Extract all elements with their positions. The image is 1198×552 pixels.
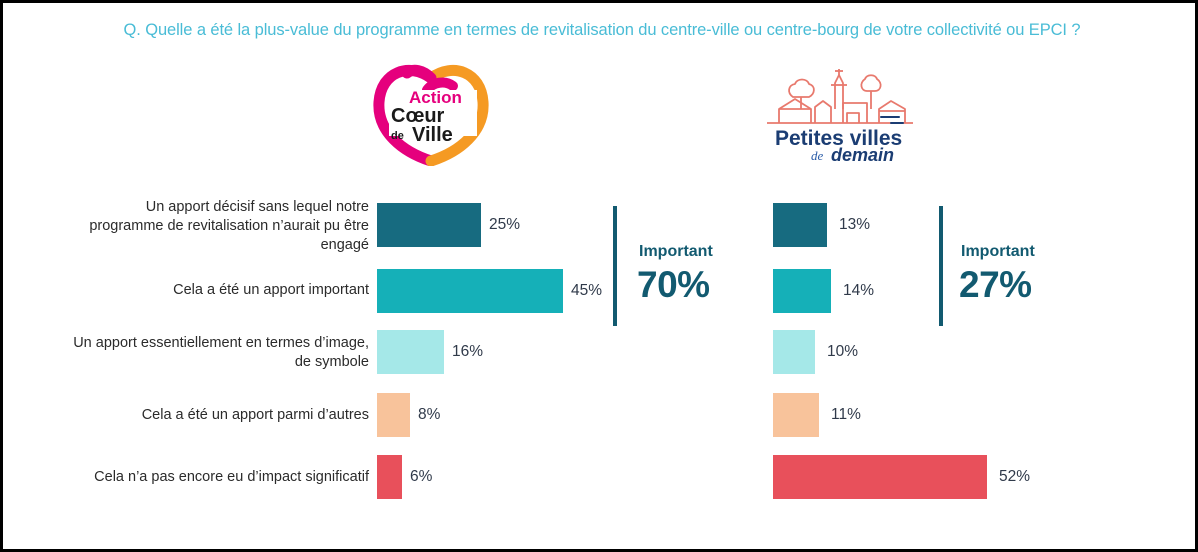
bar-right-4 [773,455,987,499]
bar-left-1 [377,269,563,313]
callout-rule-left [613,206,617,326]
page-title: Q. Quelle a été la plus-value du program… [123,21,1081,39]
bar-value-left-1: 45% [571,282,603,299]
bar-value-right-1: 14% [843,282,875,299]
action-coeur-de-ville-logo: Action Cœur de Ville [369,60,497,167]
bar-left-2 [377,330,444,374]
bar-left-4 [377,455,402,499]
category-label-1: Cela a été un apport important [31,281,369,300]
bar-value-left-2: 16% [452,343,484,360]
svg-text:de: de [391,130,404,142]
category-label-line: Un apport décisif sans lequel notre [145,199,369,215]
category-label-line: Cela n’a pas encore eu d’impact signific… [94,469,369,485]
bar-value-left-4: 6% [410,468,433,485]
category-label-3: Cela a été un apport parmi d’autres [31,406,369,425]
category-label-line: engagé [320,237,369,253]
svg-text:Petites villes: Petites villes [775,127,902,150]
svg-text:de: de [811,148,824,163]
bar-right-3 [773,393,819,437]
callout-value-left: 70% [637,264,710,305]
category-label-line: de symbole [294,354,369,370]
bar-left-3 [377,393,410,437]
bar-value-right-3: 11% [831,406,861,423]
callout-label-right: Important [961,243,1035,260]
svg-text:Cœur: Cœur [391,105,445,127]
svg-text:demain: demain [831,145,894,163]
bar-right-2 [773,330,815,374]
bar-value-right-0: 13% [839,216,871,233]
svg-text:Ville: Ville [412,124,453,146]
category-label-line: Un apport essentiellement en termes d’im… [73,335,369,351]
category-label-2: Un apport essentiellement en termes d’im… [31,334,369,372]
callout-label-left: Important [639,243,713,260]
category-label-0: Un apport décisif sans lequel notre prog… [31,198,369,255]
bar-value-right-2: 10% [827,343,859,360]
callout-value-right: 27% [959,264,1032,305]
bar-value-left-3: 8% [418,406,441,423]
bar-value-right-4: 52% [999,468,1031,485]
svg-text:Action: Action [409,88,462,107]
bar-left-0 [377,203,481,247]
bar-right-0 [773,203,827,247]
bar-value-left-0: 25% [489,216,521,233]
category-label-4: Cela n’a pas encore eu d’impact signific… [31,468,369,487]
category-label-line: Cela a été un apport important [173,282,369,298]
bar-right-1 [773,269,831,313]
callout-rule-right [939,206,943,326]
category-label-line: Cela a été un apport parmi d’autres [141,407,369,423]
category-label-line: programme de revitalisation n’aurait pu … [89,218,369,234]
petites-villes-de-demain-logo: Petites villes de demain [763,61,923,165]
